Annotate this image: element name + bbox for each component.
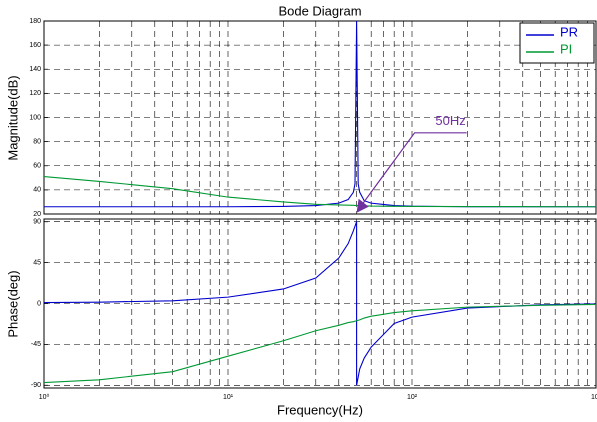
x-tick-label: 10⁰ xyxy=(39,393,50,401)
y-tick-label: 20 xyxy=(33,211,41,218)
y-tick-label: 0 xyxy=(37,300,41,307)
y-tick-label: 100 xyxy=(29,114,41,121)
series-line xyxy=(44,176,596,208)
series-line xyxy=(44,303,596,384)
y-tick-label: 90 xyxy=(33,219,41,226)
series-group xyxy=(44,221,596,386)
y-tick-label: 140 xyxy=(29,66,41,73)
y-tick-label: 80 xyxy=(33,138,41,145)
y-tick-label: 120 xyxy=(29,90,41,97)
x-tick-label: 10² xyxy=(407,394,418,401)
annotation-arrowhead xyxy=(356,198,369,213)
y-tick-label: -45 xyxy=(31,341,41,348)
y-tick-label: 40 xyxy=(33,187,41,194)
y-axis-label: Magnitude(dB) xyxy=(5,75,20,160)
y-tick-label: 160 xyxy=(29,42,41,49)
x-tick-label: 10¹ xyxy=(223,394,234,401)
legend-box xyxy=(519,22,595,64)
x-tick-label: 10³ xyxy=(591,394,597,401)
chart-title: Bode Diagram xyxy=(278,3,361,18)
y-axis-label: Phase(deg) xyxy=(5,270,20,337)
legend-label: PR xyxy=(560,24,578,39)
y-tick-label: 180 xyxy=(29,18,41,25)
y-tick-label: -90 xyxy=(31,382,41,389)
series-line xyxy=(44,221,596,386)
x-axis-label: Frequency(Hz) xyxy=(277,402,363,417)
annotation-arrow-line xyxy=(362,132,467,205)
y-tick-label: 60 xyxy=(33,163,41,170)
y-tick-label: 45 xyxy=(33,259,41,266)
legend-label: PI xyxy=(560,41,572,56)
annotation-text: 50Hz xyxy=(435,113,465,128)
series-group xyxy=(44,21,596,208)
